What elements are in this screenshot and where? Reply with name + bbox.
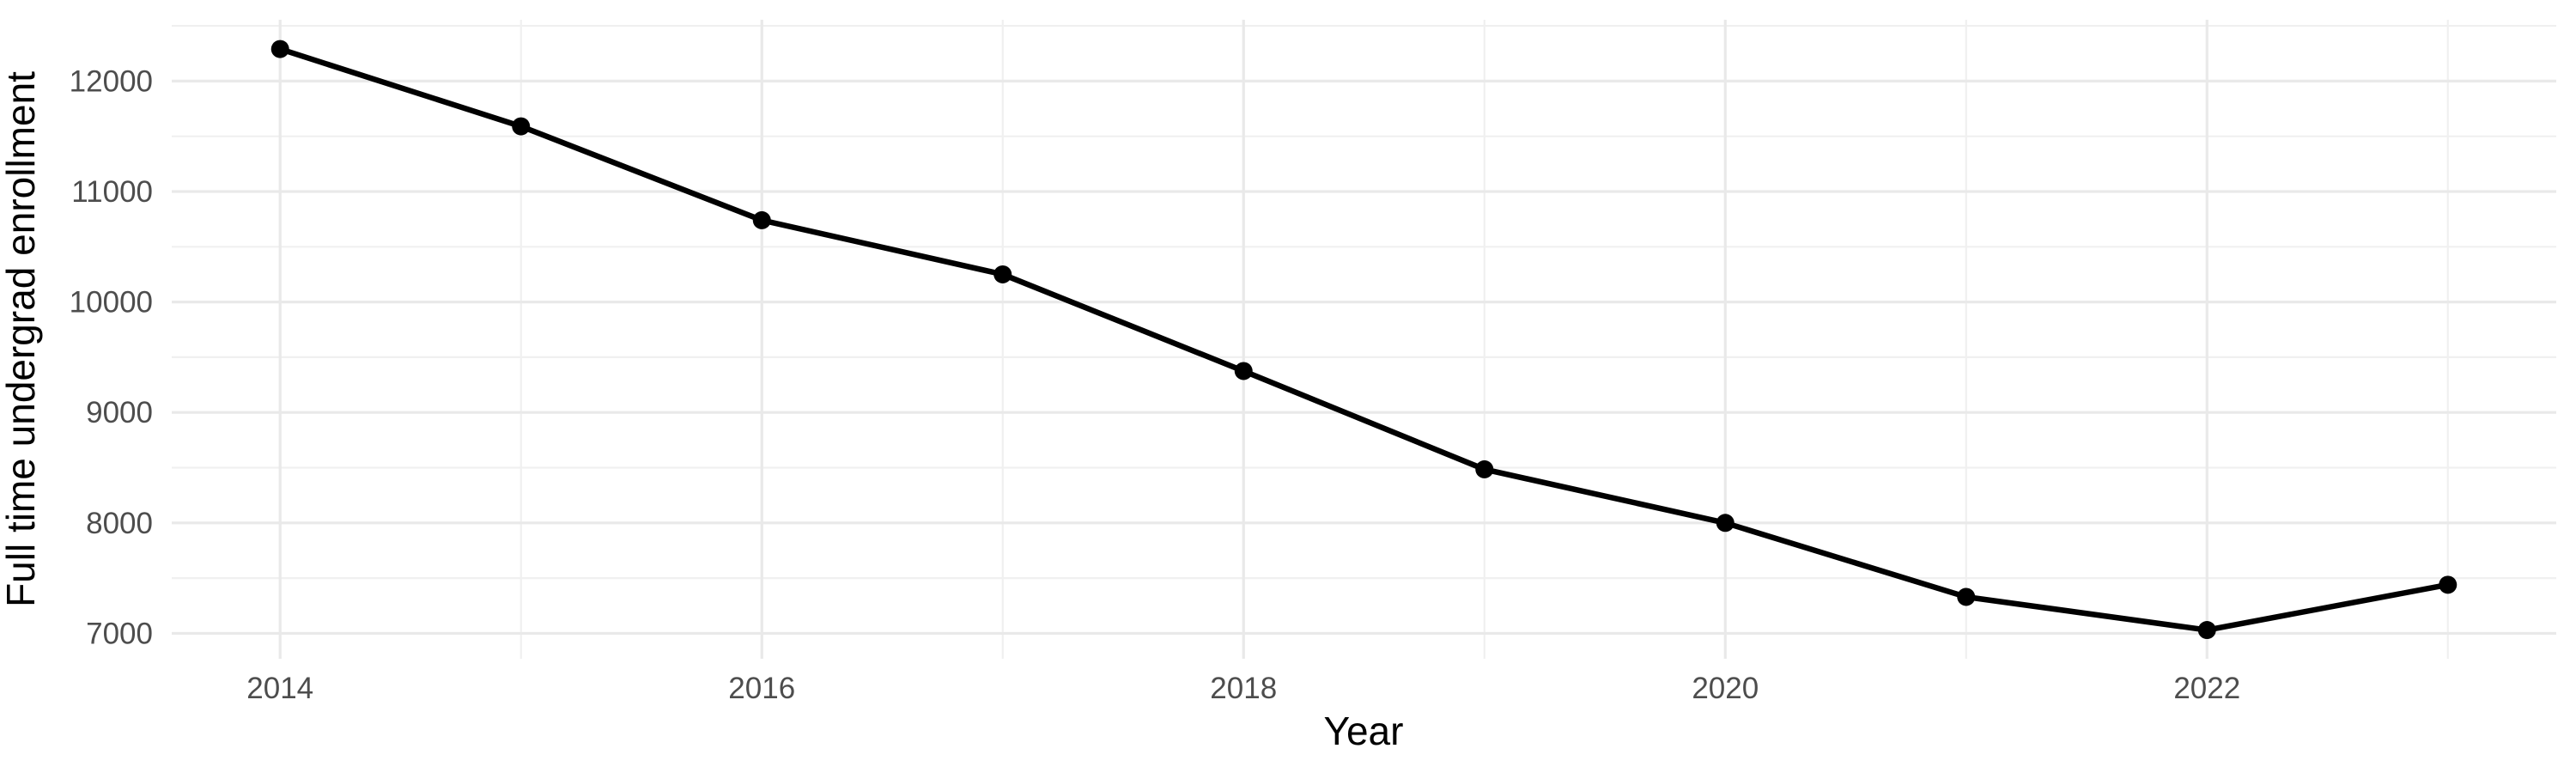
data-point (2197, 621, 2216, 640)
y-tick-label: 10000 (70, 286, 153, 320)
x-axis-tick-labels: 2014 2016 2018 2020 2022 (246, 672, 2240, 705)
data-point (1475, 460, 1494, 478)
gridlines-major (172, 20, 2556, 659)
enrollment-line (276, 46, 2451, 633)
y-axis-tick-labels: 7000 8000 9000 10000 11000 12000 (70, 64, 153, 650)
enrollment-line-series (270, 40, 2458, 640)
x-tick-label: 2016 (728, 672, 795, 705)
x-tick-label: 2018 (1210, 672, 1277, 705)
y-tick-label: 9000 (86, 396, 153, 429)
data-point (1234, 362, 1253, 380)
y-axis-title: Full time undergrad enrollment (0, 71, 43, 607)
x-tick-label: 2020 (1692, 672, 1759, 705)
data-point (270, 40, 289, 58)
data-point (1957, 587, 1976, 606)
data-point (2439, 575, 2458, 594)
x-tick-label: 2022 (2173, 672, 2240, 705)
x-axis-title: Year (1324, 709, 1404, 753)
y-tick-label: 12000 (70, 64, 153, 98)
data-point (1716, 514, 1735, 533)
gridlines-minor (172, 20, 2556, 659)
y-tick-label: 7000 (86, 617, 153, 650)
x-tick-label: 2014 (246, 672, 313, 705)
data-point (993, 265, 1012, 283)
y-tick-label: 11000 (71, 175, 153, 209)
y-tick-label: 8000 (86, 507, 153, 540)
data-point (512, 117, 531, 136)
data-point (752, 210, 771, 229)
